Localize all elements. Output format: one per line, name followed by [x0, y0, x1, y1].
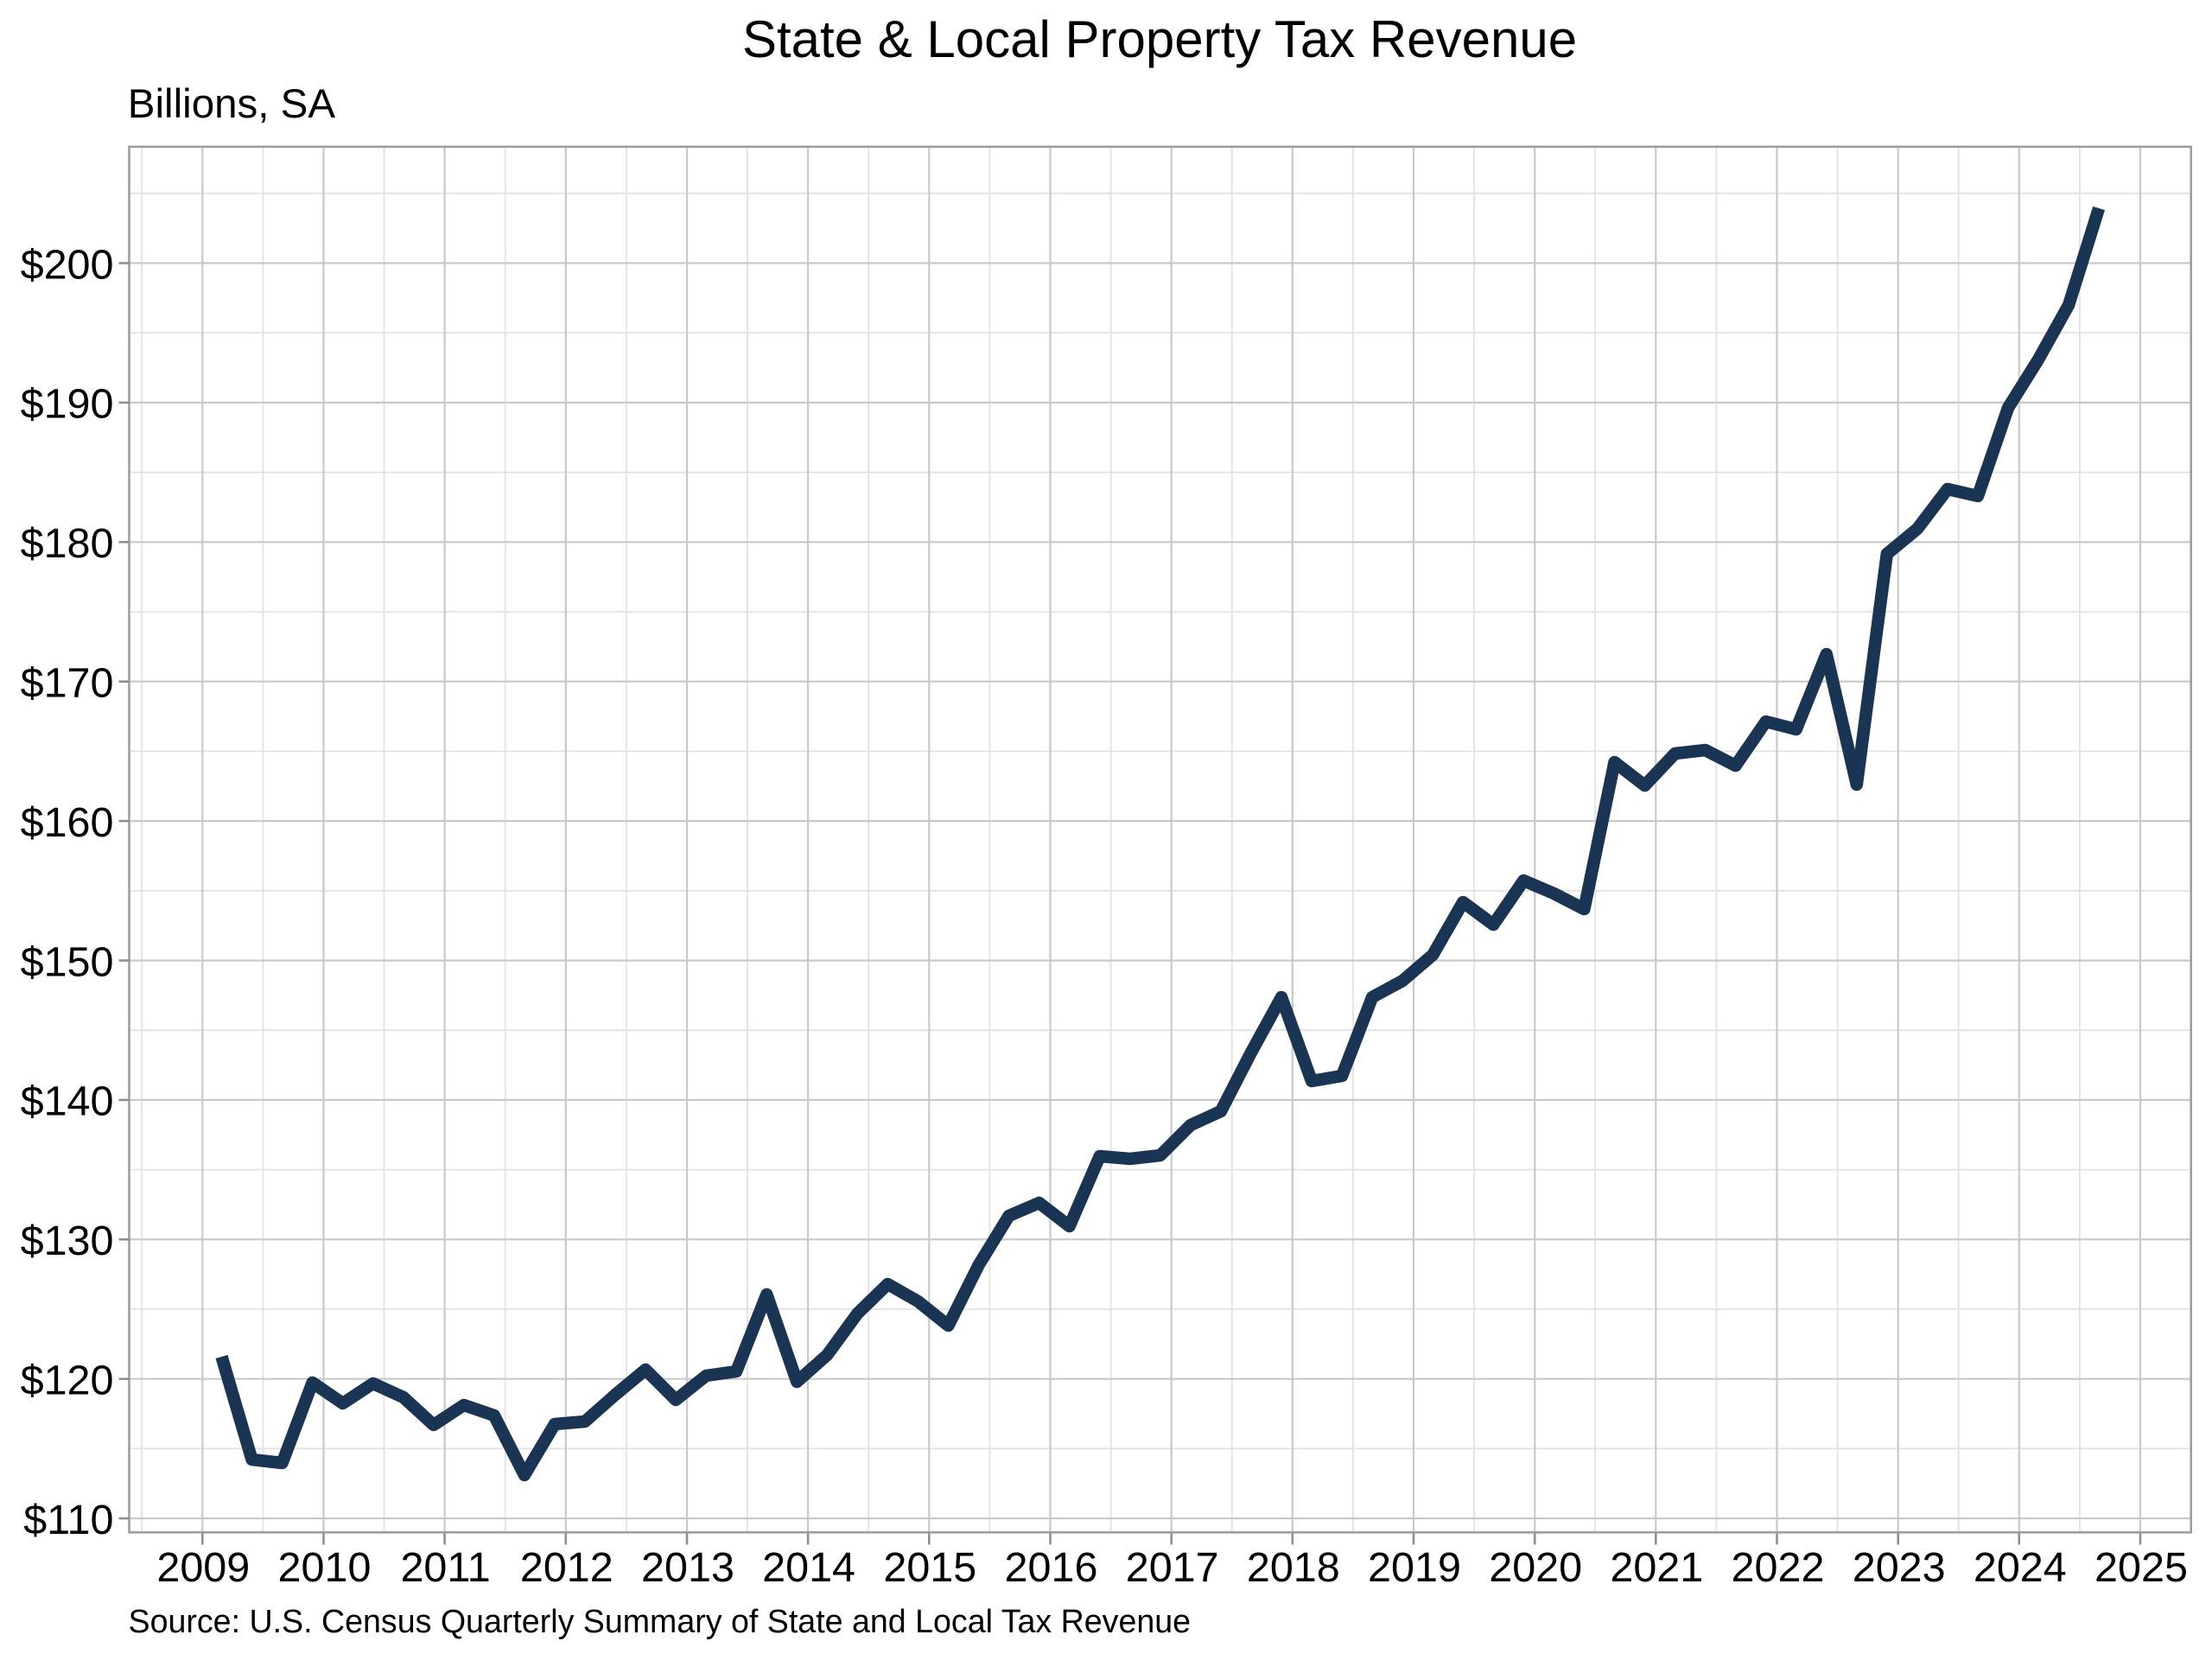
- svg-text:2012: 2012: [520, 1544, 613, 1591]
- svg-text:$190: $190: [21, 381, 114, 428]
- svg-text:Source: U.S. Census Quarterly: Source: U.S. Census Quarterly Summary of…: [129, 1603, 1192, 1639]
- svg-text:2020: 2020: [1489, 1544, 1582, 1591]
- svg-text:Billions, SA: Billions, SA: [128, 81, 336, 127]
- svg-text:$130: $130: [21, 1218, 114, 1264]
- svg-text:$200: $200: [21, 241, 114, 288]
- svg-text:2021: 2021: [1610, 1544, 1703, 1591]
- svg-text:2011: 2011: [400, 1544, 490, 1591]
- svg-text:2009: 2009: [156, 1544, 250, 1591]
- svg-text:2010: 2010: [278, 1544, 372, 1591]
- svg-text:$140: $140: [21, 1078, 114, 1125]
- svg-text:2024: 2024: [1974, 1544, 2067, 1591]
- svg-text:2017: 2017: [1126, 1544, 1219, 1591]
- svg-text:$180: $180: [21, 520, 114, 567]
- svg-text:$160: $160: [21, 799, 114, 846]
- svg-text:2016: 2016: [1005, 1544, 1098, 1591]
- svg-text:State & Local Property Tax Rev: State & Local Property Tax Revenue: [742, 10, 1577, 68]
- svg-text:$170: $170: [21, 660, 114, 707]
- svg-text:2015: 2015: [883, 1544, 976, 1591]
- svg-text:$150: $150: [21, 938, 114, 985]
- svg-text:2025: 2025: [2094, 1544, 2188, 1591]
- svg-text:2013: 2013: [641, 1544, 734, 1591]
- svg-text:$120: $120: [21, 1358, 114, 1404]
- svg-text:2019: 2019: [1368, 1544, 1461, 1591]
- svg-text:$110: $110: [23, 1497, 113, 1543]
- svg-text:2018: 2018: [1247, 1544, 1340, 1591]
- svg-text:2022: 2022: [1732, 1544, 1825, 1591]
- svg-text:2014: 2014: [762, 1544, 855, 1591]
- svg-text:2023: 2023: [1853, 1544, 1946, 1591]
